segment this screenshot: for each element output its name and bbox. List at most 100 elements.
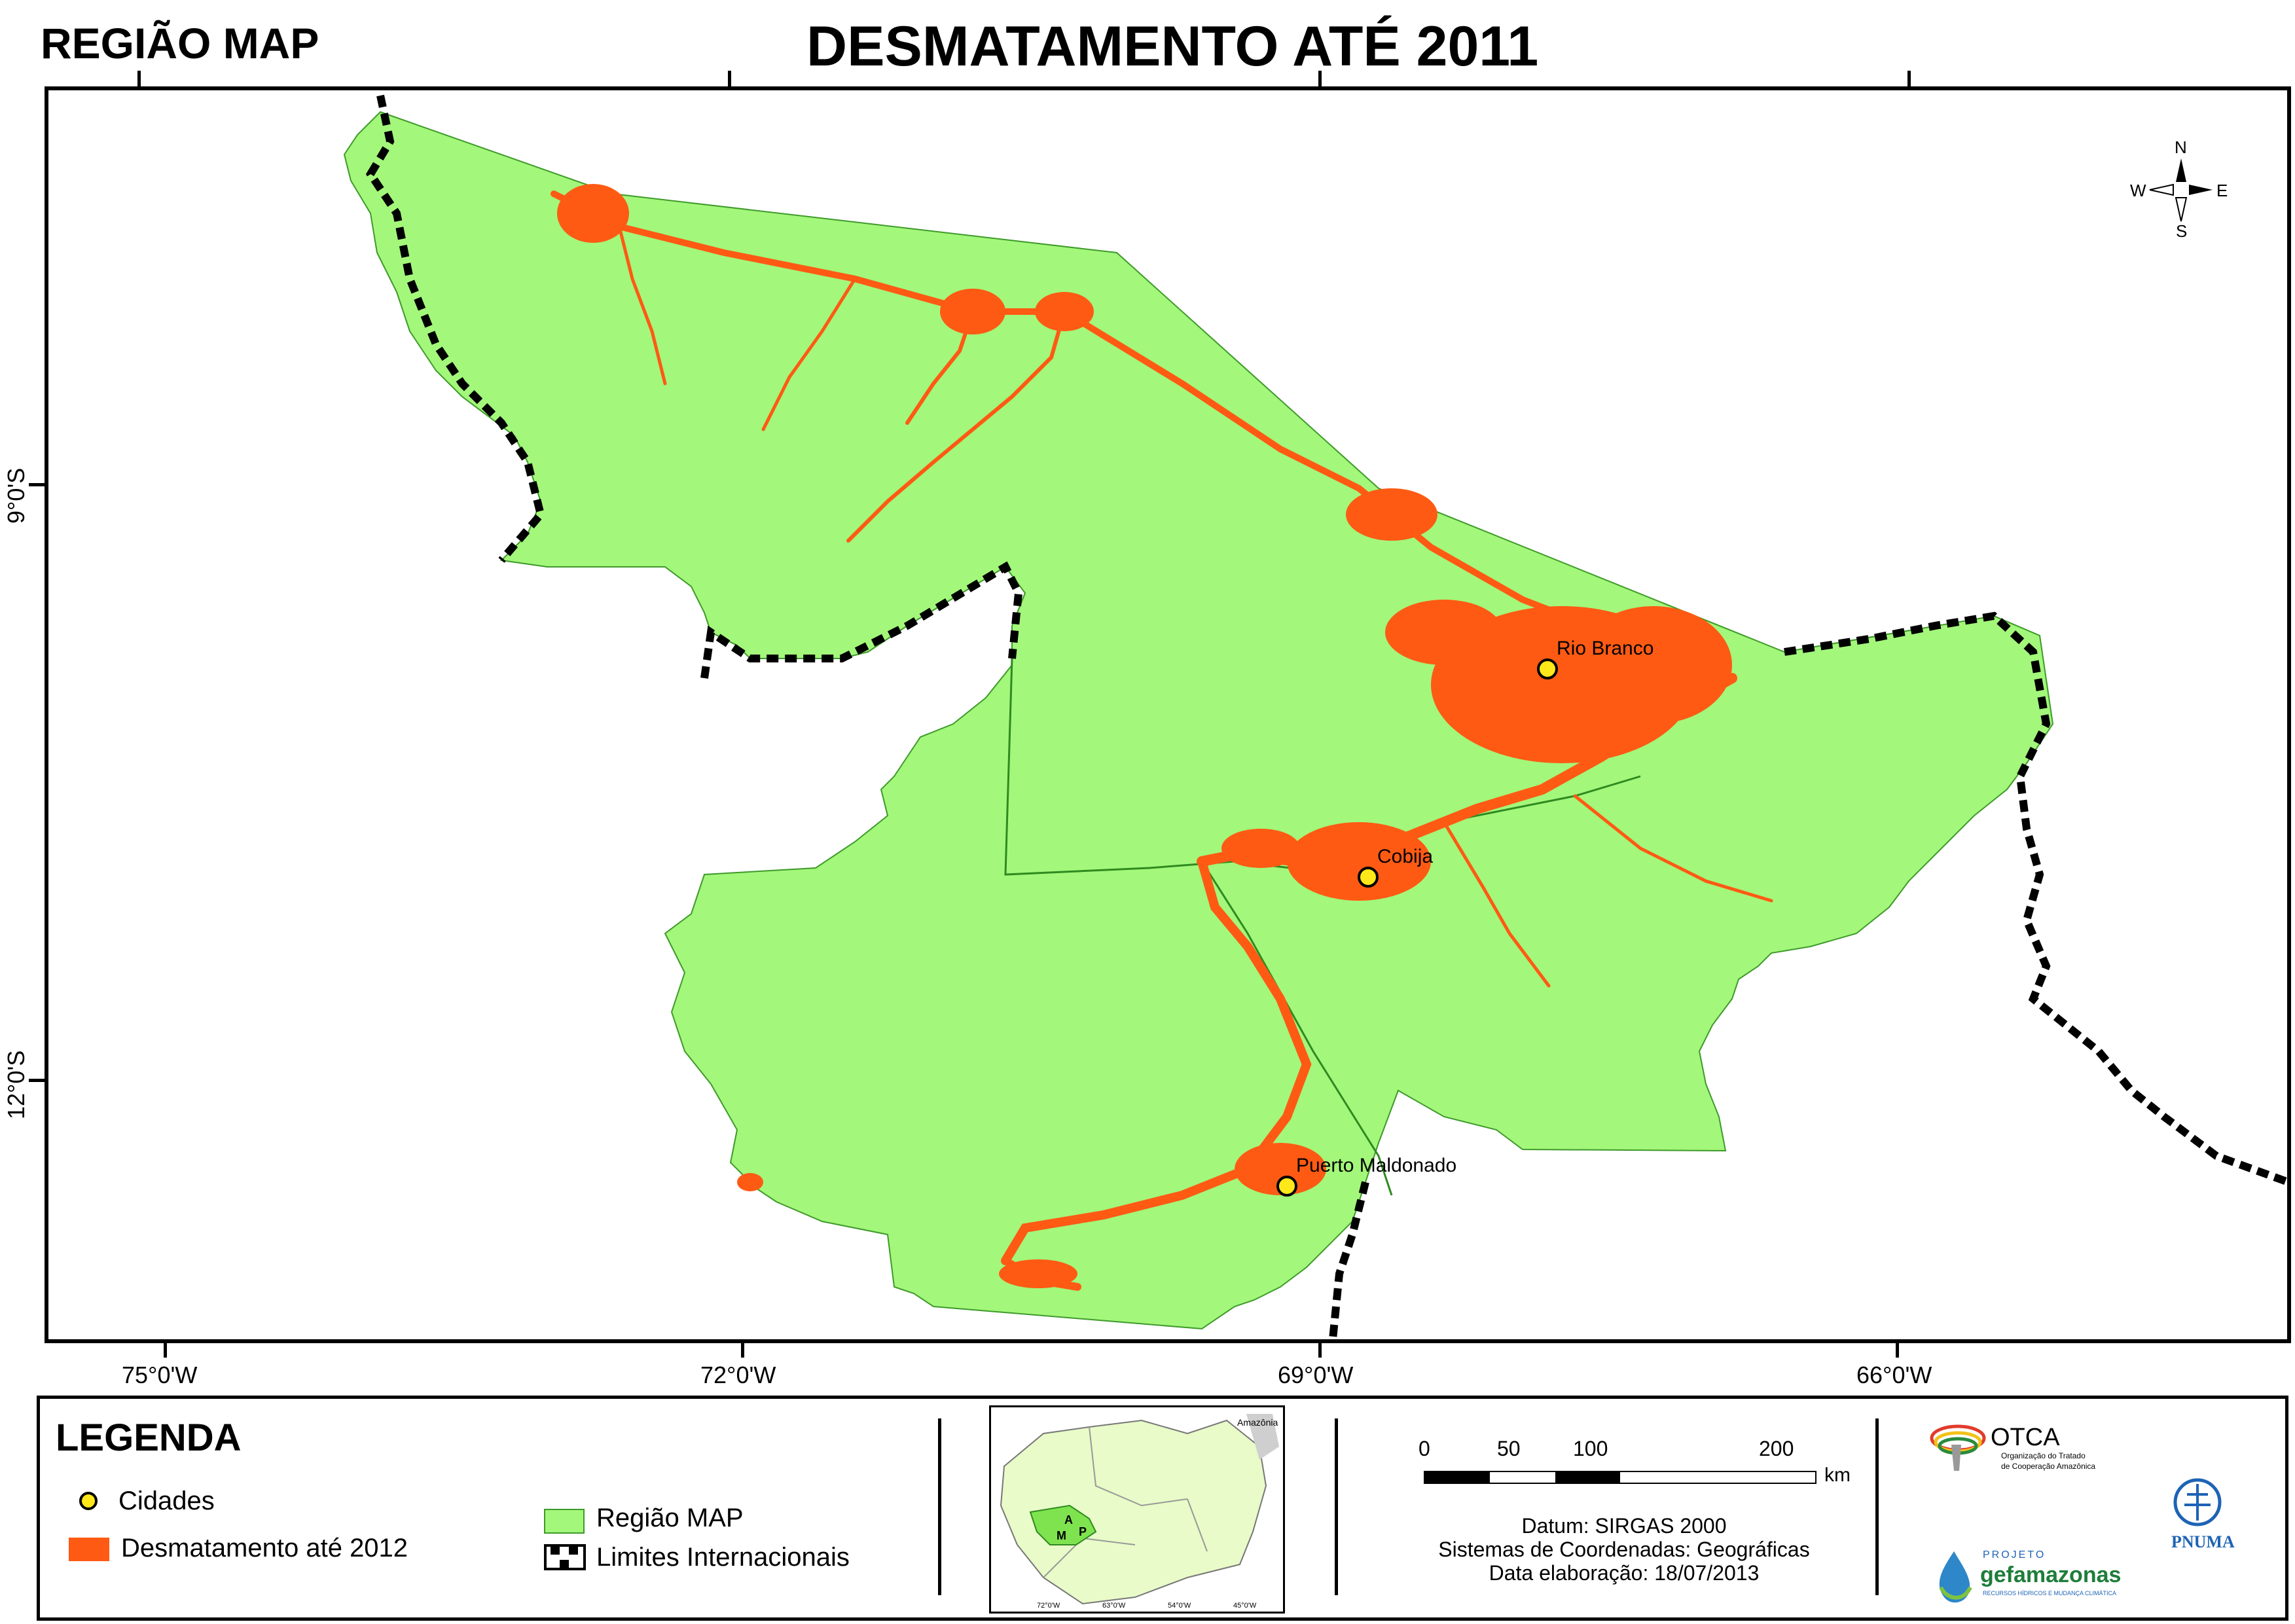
deforestation-road bbox=[617, 225, 667, 386]
grid-tick-left bbox=[29, 1079, 46, 1082]
legend-deforestation-swatch bbox=[69, 1538, 109, 1561]
international-border bbox=[1329, 1181, 1369, 1339]
deforestation-patch bbox=[1287, 822, 1431, 901]
compass-west-arrow bbox=[2149, 183, 2174, 196]
otca-name: OTCA bbox=[1991, 1424, 2060, 1451]
compass-south-arrow bbox=[2175, 197, 2188, 222]
grid-tick-bottom bbox=[164, 1342, 167, 1358]
inset-lon-label: 54°0'W bbox=[1168, 1602, 1191, 1610]
scale-tick-label: 100 bbox=[1573, 1437, 1608, 1460]
inset-map-area bbox=[1029, 1504, 1097, 1545]
inset-map-canvas: Amazônia A M P 72°0'W 63°0'W 54°0'W 45°0… bbox=[1000, 1414, 1279, 1610]
compass-rose-icon: N S E W bbox=[2130, 137, 2228, 241]
international-border bbox=[1784, 611, 2287, 1186]
deforestation-road bbox=[1001, 857, 1312, 1265]
legend-divider bbox=[1335, 1418, 1338, 1595]
inset-brazil-patch bbox=[1246, 1414, 1279, 1460]
compass-n: N bbox=[2175, 137, 2187, 157]
city-marker-puerto-maldonado[interactable] bbox=[1276, 1176, 1297, 1197]
pnuma-logo-icon bbox=[2173, 1478, 2222, 1526]
deforestation-patches bbox=[557, 184, 1732, 1288]
inset-lon-label: 45°0'W bbox=[1233, 1602, 1257, 1610]
lon-label: 69°0'W bbox=[1278, 1362, 1354, 1388]
city-label-rio-branco: Rio Branco bbox=[1557, 638, 1653, 659]
lon-label: 66°0'W bbox=[1856, 1362, 1932, 1388]
compass-east-arrow bbox=[2189, 185, 2213, 195]
inset-amazonia-region bbox=[1000, 1419, 1267, 1605]
grid-tick-bottom bbox=[741, 1342, 744, 1358]
grid-tick-top bbox=[137, 71, 141, 88]
lon-label: 72°0'W bbox=[700, 1362, 776, 1388]
city-label-cobija: Cobija bbox=[1377, 846, 1433, 867]
scale-segment bbox=[1425, 1472, 1491, 1483]
legend-divider bbox=[938, 1418, 941, 1595]
scale-unit: km bbox=[1824, 1464, 1851, 1486]
legend-region-swatch bbox=[544, 1509, 585, 1534]
deforestation-patch bbox=[1385, 600, 1503, 665]
deforestation-road bbox=[761, 277, 857, 431]
deforestation-patch bbox=[1221, 829, 1300, 868]
pnuma-label: PNUMA bbox=[2171, 1532, 2235, 1551]
legend-cities-label: Cidades bbox=[118, 1487, 215, 1515]
legend-region-label: Região MAP bbox=[596, 1504, 744, 1532]
region-map-polygon bbox=[343, 111, 2054, 1330]
scale-tick-label: 200 bbox=[1759, 1437, 1794, 1460]
compass-s: S bbox=[2176, 221, 2187, 241]
legend-city-symbol bbox=[79, 1492, 98, 1510]
region-label: REGIÃO MAP bbox=[41, 19, 319, 67]
scale-segment bbox=[1619, 1472, 1815, 1483]
grid-tick-bottom bbox=[1318, 1342, 1322, 1358]
grid-tick-top bbox=[728, 71, 731, 88]
grid-tick-top bbox=[1318, 71, 1322, 88]
compass-north-arrow bbox=[2176, 158, 2186, 182]
legend-deforestation-label: Desmatamento até 2012 bbox=[121, 1534, 408, 1562]
grid-tick-top bbox=[1907, 71, 1911, 88]
scale-segment bbox=[1490, 1472, 1555, 1483]
scale-tick-label: 50 bbox=[1497, 1437, 1521, 1460]
inset-letter-m: M bbox=[1057, 1529, 1066, 1542]
deforestation-road bbox=[846, 310, 1066, 543]
datum-text: Datum: SIRGAS 2000 bbox=[1521, 1514, 1727, 1538]
inset-letter-a: A bbox=[1064, 1513, 1073, 1526]
gef-name: gefamazonas bbox=[1980, 1562, 2122, 1587]
deforestation-road bbox=[1442, 820, 1551, 988]
gef-logo-icon bbox=[1939, 1551, 1972, 1603]
deforestation-road bbox=[1573, 794, 1773, 903]
internal-boundary bbox=[1201, 861, 1393, 1196]
legend-panel: LEGENDA Cidades Desmatamento até 2012 Re… bbox=[37, 1396, 2288, 1621]
compass-e: E bbox=[2216, 181, 2228, 200]
deforestation-patch bbox=[1575, 606, 1732, 724]
legend-divider bbox=[1875, 1418, 1879, 1595]
grid-tick-bottom bbox=[1896, 1342, 1899, 1358]
inset-lon-label: 72°0'W bbox=[1037, 1602, 1060, 1610]
otca-logo-icon bbox=[1930, 1424, 1986, 1471]
city-marker-cobija[interactable] bbox=[1358, 867, 1379, 888]
deforestation-patch bbox=[1035, 292, 1094, 331]
date-text: Data elaboração: 18/07/2013 bbox=[1489, 1561, 1760, 1585]
city-marker-rio-branco[interactable] bbox=[1537, 659, 1558, 679]
deforestation-road bbox=[551, 190, 1735, 681]
compass-w: W bbox=[2130, 181, 2146, 200]
map-frame: Rio Branco Cobija Puerto Maldonado N S E… bbox=[45, 86, 2291, 1343]
coord-system-text: Sistemas de Coordenadas: Geográficas bbox=[1438, 1538, 1810, 1561]
inset-map: Amazônia A M P 72°0'W 63°0'W 54°0'W 45°0… bbox=[989, 1405, 1285, 1614]
gef-subtitle: RECURSOS HÍDRICOS E MUDANÇA CLIMÁTICA bbox=[1983, 1590, 2117, 1597]
grid-tick-left bbox=[29, 483, 46, 486]
inset-lon-label: 63°0'W bbox=[1102, 1602, 1126, 1610]
otca-subtitle-1: Organização do Tratado bbox=[2001, 1451, 2086, 1460]
scale-segment bbox=[1555, 1472, 1620, 1483]
legend-border-symbol bbox=[544, 1544, 586, 1570]
deforestation-patch bbox=[737, 1173, 763, 1191]
deforestation-patch bbox=[1235, 1143, 1326, 1195]
legend-title: LEGENDA bbox=[56, 1416, 242, 1459]
deforestation-patch bbox=[999, 1259, 1077, 1288]
map-canvas: Rio Branco Cobija Puerto Maldonado N S E… bbox=[343, 94, 2287, 1339]
lat-label: 12°0'S bbox=[3, 1050, 29, 1119]
gef-projeto-label: PROJETO bbox=[1983, 1549, 2046, 1561]
scale-bar bbox=[1424, 1471, 1816, 1484]
legend-borders-label: Limites Internacionais bbox=[596, 1543, 850, 1572]
lon-label: 75°0'W bbox=[122, 1362, 198, 1388]
inset-letter-p: P bbox=[1079, 1525, 1087, 1538]
otca-subtitle-2: de Cooperação Amazônica bbox=[2001, 1462, 2096, 1471]
scale-tick-label: 0 bbox=[1419, 1437, 1430, 1460]
